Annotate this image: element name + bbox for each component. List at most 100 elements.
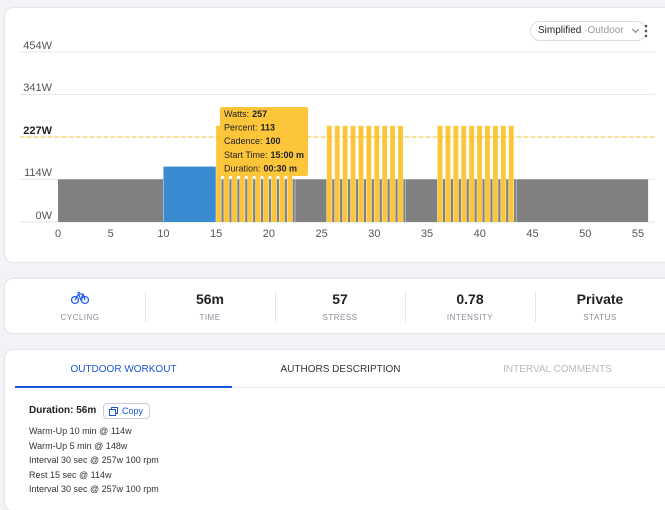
interval-bar bbox=[403, 179, 406, 222]
tab[interactable]: AUTHORS DESCRIPTION bbox=[280, 364, 401, 375]
interval-bar bbox=[292, 179, 295, 222]
tooltip-label: Cadence: bbox=[224, 137, 263, 147]
tab[interactable]: INTERVAL COMMENTS bbox=[503, 364, 612, 375]
interval-bar bbox=[506, 179, 509, 222]
tab[interactable]: OUTDOOR WORKOUT bbox=[70, 364, 177, 375]
tooltip: Watts: 257 Percent: 113 Cadence: 100 Start Tim… bbox=[220, 107, 308, 176]
x-tick-label: 15 bbox=[210, 228, 222, 240]
stat-separator bbox=[535, 292, 536, 322]
cycling-icon bbox=[71, 291, 89, 305]
workout-line: Warm-Up 5 min @ 148w bbox=[29, 440, 128, 451]
copy-icon bbox=[109, 407, 118, 416]
y-tick-label: 454W bbox=[23, 40, 52, 52]
interval-bar bbox=[395, 179, 398, 222]
chart: 0W 114W 227W 341W 454W 0 5 10 15 20 25 30 35 40 45 50 55… bbox=[20, 40, 655, 240]
interval-bar bbox=[379, 179, 382, 222]
workout-line: Rest 15 sec @ 114w bbox=[29, 469, 112, 480]
interval-bar bbox=[382, 125, 388, 222]
stat: 0.78 INTENSITY bbox=[405, 279, 535, 333]
interval-bar bbox=[342, 125, 348, 222]
chart-card: SimplifiedOutdoor 0W 114W 227W 341W 454W 0 5 10… bbox=[5, 8, 665, 262]
tooltip-label: Start Time: bbox=[224, 150, 268, 160]
workout-card: Duration: 56m Copy OUTDOOR WORKOUT AUTHOR… bbox=[5, 350, 665, 510]
interval-bar bbox=[163, 166, 216, 222]
interval-bar bbox=[453, 125, 459, 222]
y-tick-label: 114W bbox=[24, 167, 53, 179]
tooltip-value: 100 bbox=[266, 137, 281, 147]
tooltip-value: 15:00 m bbox=[271, 150, 305, 160]
stat: 56m TIME bbox=[145, 279, 275, 333]
stat-label: STATUS bbox=[583, 313, 617, 322]
interval-bar bbox=[216, 125, 222, 222]
interval-bar bbox=[450, 179, 454, 222]
interval-bar bbox=[334, 125, 340, 222]
menu-icon[interactable] bbox=[641, 22, 651, 40]
interval-bar bbox=[405, 179, 438, 222]
interval-bar bbox=[469, 125, 475, 222]
interval-bar bbox=[445, 125, 451, 222]
interval-bar bbox=[326, 125, 332, 222]
workout-line: Warm-Up 10 min @ 114w bbox=[29, 426, 132, 436]
interval-bar bbox=[474, 179, 477, 222]
stat-label: STRESS bbox=[322, 313, 358, 322]
interval-bar bbox=[347, 179, 351, 222]
interval-bar bbox=[350, 125, 356, 222]
interval-bar bbox=[477, 125, 483, 222]
interval-bar bbox=[253, 179, 256, 222]
tooltip-value: 113 bbox=[261, 123, 276, 133]
tab-divider bbox=[15, 387, 665, 388]
y-tick-label: 341W bbox=[23, 82, 52, 94]
stat-value: Private bbox=[576, 291, 624, 307]
interval-bar bbox=[461, 125, 467, 222]
interval-bar bbox=[363, 179, 367, 222]
x-tick-label: 30 bbox=[368, 228, 380, 240]
tooltip-row: Cadence: 100 bbox=[224, 137, 281, 147]
copy-button[interactable]: Copy bbox=[103, 403, 151, 419]
x-tick-label: 50 bbox=[579, 228, 591, 240]
y-tick-label: 0W bbox=[36, 210, 53, 222]
interval-bar bbox=[485, 125, 490, 222]
interval-bar bbox=[229, 179, 232, 222]
interval-bar bbox=[295, 179, 327, 222]
tooltip-row: Percent: 113 bbox=[224, 123, 275, 133]
interval-bar bbox=[442, 179, 446, 222]
stat-separator bbox=[405, 292, 406, 322]
interval-bar bbox=[437, 125, 443, 222]
tooltip-row: Watts: 257 bbox=[224, 109, 267, 119]
interval-bar bbox=[374, 125, 380, 222]
interval-bar bbox=[221, 179, 224, 222]
interval-bar bbox=[514, 179, 517, 222]
workout-line: Interval 30 sec @ 257w 100 rpm bbox=[29, 484, 159, 494]
interval-bar bbox=[245, 179, 248, 222]
stat: Private STATUS bbox=[535, 279, 665, 333]
interval-bar bbox=[482, 179, 485, 222]
interval-bar bbox=[276, 179, 280, 222]
interval-bar bbox=[284, 179, 287, 222]
interval-bar bbox=[355, 179, 359, 222]
stat-label: CYCLING bbox=[60, 313, 100, 322]
tooltip-value: 00:30 m bbox=[264, 164, 298, 174]
x-tick-label: 45 bbox=[526, 228, 538, 240]
interval-bar bbox=[340, 179, 343, 222]
x-tick-label: 25 bbox=[315, 228, 327, 240]
stats-card: CYCLING 56m TIME 57 STRESS 0.78 INTENSITY Priva… bbox=[5, 279, 665, 333]
stat-separator bbox=[145, 292, 146, 322]
tooltip-value: 257 bbox=[252, 109, 267, 119]
interval-bar bbox=[387, 179, 390, 222]
copy-label: Copy bbox=[122, 406, 144, 416]
stat-label: TIME bbox=[199, 313, 221, 322]
active-tab-indicator bbox=[15, 386, 232, 388]
tooltip-label: Watts: bbox=[224, 109, 249, 119]
stat-label: INTENSITY bbox=[446, 313, 494, 322]
interval-bar bbox=[492, 125, 498, 222]
tooltip-row: Duration: 00:30 m bbox=[224, 164, 297, 174]
interval-bar bbox=[358, 125, 364, 222]
x-tick-label: 55 bbox=[632, 228, 644, 240]
tooltip-label: Percent: bbox=[224, 123, 258, 133]
x-tick-label: 10 bbox=[157, 228, 169, 240]
toggle-selected: Simplified bbox=[538, 25, 582, 36]
tooltip-label: Duration: bbox=[224, 164, 261, 174]
y-tick-label: 227W bbox=[23, 125, 52, 137]
tooltip-box bbox=[220, 107, 308, 176]
